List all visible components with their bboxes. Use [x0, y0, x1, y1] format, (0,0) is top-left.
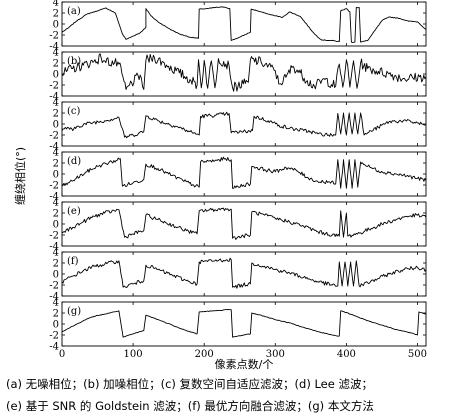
y-tick-label: 2	[53, 8, 59, 19]
figure-panels: -4-2024(a)-4-2024(b)-4-2024(c)-4-2024(d)…	[13, 0, 427, 371]
y-tick-label: 0	[53, 19, 59, 30]
y-tick-label: 0	[53, 119, 59, 130]
figure-caption: (a) 无噪相位；(b) 加噪相位；(c) 复数空间自适应滤波；(d) Lee …	[6, 373, 451, 417]
y-tick-label: -2	[49, 130, 59, 141]
phase-series-line	[61, 6, 427, 43]
y-tick-label: 2	[53, 108, 59, 119]
phase-series-line	[61, 309, 427, 338]
y-tick-label: 4	[53, 247, 59, 258]
x-tick-label: 400	[337, 349, 356, 360]
y-tick-label: -4	[49, 241, 59, 252]
panel-frame	[61, 151, 427, 197]
y-tick-label: -4	[49, 141, 59, 152]
panel-frame	[61, 101, 427, 147]
x-tick-label: 500	[408, 349, 427, 360]
panel-label: (c)	[67, 106, 81, 117]
y-tick-label: -2	[49, 230, 59, 241]
y-tick-label: 4	[53, 97, 59, 108]
y-tick-label: 4	[53, 197, 59, 208]
panel-label: (d)	[67, 156, 81, 167]
y-tick-label: -2	[49, 80, 59, 91]
y-tick-label: -2	[49, 330, 59, 341]
phase-series-line	[61, 111, 427, 139]
phase-series-line	[61, 53, 427, 92]
y-tick-label: 0	[53, 319, 59, 330]
panel-frame	[61, 201, 427, 247]
y-tick-label: 0	[53, 169, 59, 180]
panel-label: (b)	[67, 56, 81, 67]
y-tick-label: -4	[49, 91, 59, 102]
panel-label: (e)	[67, 206, 81, 217]
y-tick-label: 4	[53, 147, 59, 158]
caption-line-2: (e) 基于 SNR 的 Goldstein 滤波；(f) 最优方向融合滤波；(…	[6, 399, 374, 413]
x-tick-label: 300	[266, 349, 285, 360]
panel-frame	[61, 1, 427, 47]
y-tick-label: 2	[53, 158, 59, 169]
y-tick-label: 0	[53, 269, 59, 280]
y-tick-label: 4	[53, 297, 59, 308]
panel-frame	[61, 301, 427, 347]
x-axis-title: 像素点数/个	[215, 358, 274, 371]
y-tick-label: 2	[53, 258, 59, 269]
y-tick-label: -4	[49, 341, 59, 352]
panel-frame	[61, 51, 427, 97]
panel-frame	[61, 251, 427, 297]
y-tick-label: -4	[49, 41, 59, 52]
panel-label: (g)	[67, 306, 81, 317]
y-tick-label: -2	[49, 280, 59, 291]
y-axis-title: 缠绕相位(°)	[13, 147, 27, 205]
y-tick-label: -2	[49, 180, 59, 191]
caption-line-1: (a) 无噪相位；(b) 加噪相位；(c) 复数空间自适应滤波；(d) Lee …	[6, 377, 373, 391]
phase-series-line	[61, 207, 427, 240]
y-tick-label: 2	[53, 58, 59, 69]
y-tick-label: 4	[53, 47, 59, 58]
phase-series-line	[61, 257, 427, 289]
x-tick-label: 100	[124, 349, 143, 360]
phase-series-line	[61, 156, 427, 189]
panel-label: (a)	[67, 6, 81, 17]
x-tick-label: 200	[195, 349, 214, 360]
y-tick-label: -4	[49, 191, 59, 202]
y-tick-label: -2	[49, 30, 59, 41]
y-tick-label: -4	[49, 291, 59, 302]
y-tick-label: 0	[53, 69, 59, 80]
y-tick-label: 4	[53, 0, 59, 8]
y-tick-label: 2	[53, 308, 59, 319]
y-tick-label: 0	[53, 219, 59, 230]
x-tick-label: 0	[59, 349, 65, 360]
panel-label: (f)	[67, 256, 79, 267]
y-tick-label: 2	[53, 208, 59, 219]
